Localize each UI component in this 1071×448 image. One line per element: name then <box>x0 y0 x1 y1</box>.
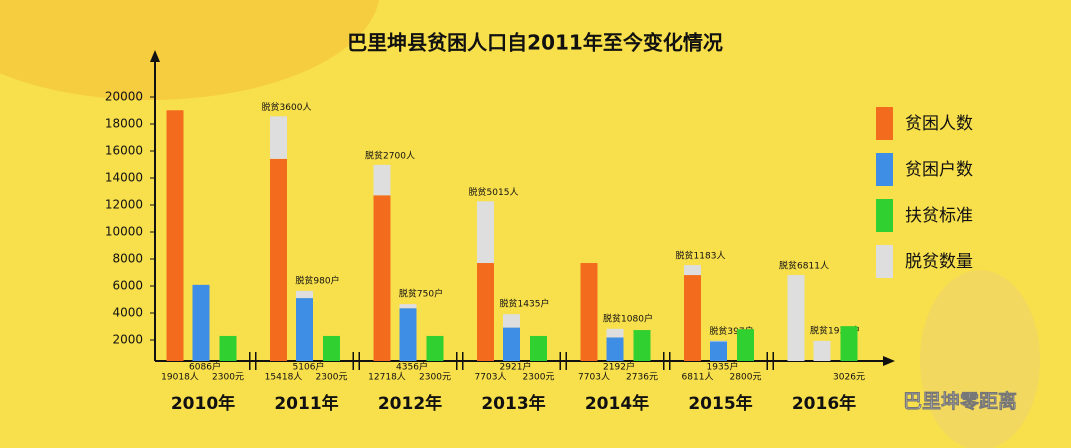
bar <box>684 265 701 276</box>
bar <box>606 328 624 338</box>
bar <box>426 335 444 361</box>
value-label: 2800元 <box>730 373 762 383</box>
bar <box>580 263 598 361</box>
legend-label: 贫困人数 <box>905 114 973 134</box>
value-label: 2192户 <box>603 361 635 373</box>
x-tick-label: 2011年 <box>274 393 338 414</box>
value-label: 6811人 <box>682 372 714 383</box>
bar <box>503 314 520 328</box>
bar <box>684 275 701 361</box>
value-label: 脱贫1183人 <box>676 250 726 262</box>
value-label: 12718人 <box>368 372 406 383</box>
bar <box>166 110 184 361</box>
value-label: 6086户 <box>189 361 221 373</box>
y-tick-label: 14000 <box>105 171 143 185</box>
x-tick-label: 2012年 <box>378 393 442 414</box>
y-tick-label: 16000 <box>105 144 143 158</box>
y-axis-arrow <box>150 50 160 62</box>
bar <box>270 158 287 361</box>
bar <box>296 290 313 299</box>
bar <box>192 284 210 361</box>
y-tick-label: 6000 <box>112 279 143 293</box>
bar <box>840 326 858 361</box>
x-tick-label: 2014年 <box>585 393 649 414</box>
bar <box>373 195 391 361</box>
value-label: 脱贫1435户 <box>500 298 550 310</box>
x-tick-label: 2016年 <box>792 393 856 414</box>
value-label: 脱贫750户 <box>399 288 443 300</box>
bar <box>710 340 727 361</box>
value-label: 2921户 <box>500 361 532 373</box>
watermark: 巴里坤零距离 <box>903 390 1017 413</box>
value-label: 19018人 <box>161 372 199 383</box>
bar <box>323 335 340 361</box>
legend-swatch <box>876 153 893 186</box>
bar <box>503 327 520 361</box>
y-tick-label: 18000 <box>105 117 143 131</box>
value-label: 2300元 <box>419 373 451 383</box>
y-tick-label: 20000 <box>105 90 143 104</box>
y-tick-label: 12000 <box>105 198 143 212</box>
y-tick-label: 10000 <box>105 225 143 239</box>
decoration <box>0 0 379 100</box>
value-label: 脱贫3600人 <box>262 101 312 113</box>
value-label: 4356户 <box>396 361 428 373</box>
bar <box>477 263 494 361</box>
value-label: 3026元 <box>833 373 865 383</box>
legend-swatch <box>876 245 893 278</box>
value-label: 2300元 <box>212 373 244 383</box>
bar <box>477 201 494 264</box>
legend-swatch <box>876 199 893 232</box>
legend-label: 贫困户数 <box>905 160 973 180</box>
bar <box>633 330 651 361</box>
value-label: 脱贫6811人 <box>779 260 829 272</box>
y-tick-label: 4000 <box>112 306 143 320</box>
value-label: 7703人 <box>578 372 610 383</box>
x-tick-label: 2013年 <box>481 393 545 414</box>
value-label: 5106户 <box>293 361 325 373</box>
bar <box>373 164 391 196</box>
value-label: 脱贫5015人 <box>469 186 519 198</box>
bar <box>813 340 831 361</box>
bar <box>399 308 417 361</box>
bar <box>737 329 754 361</box>
bar <box>710 340 727 342</box>
value-label: 15418人 <box>265 372 303 383</box>
bar <box>270 116 287 159</box>
legend-swatch <box>876 107 893 140</box>
value-label: 2300元 <box>316 373 348 383</box>
x-tick-label: 2010年 <box>171 393 235 414</box>
bar <box>606 337 624 361</box>
y-tick-label: 2000 <box>112 333 143 347</box>
x-axis-arrow <box>883 356 895 366</box>
value-label: 1935户 <box>707 361 739 373</box>
legend-label: 扶贫标准 <box>905 206 973 226</box>
legend-label: 脱贫数量 <box>905 252 973 272</box>
value-label: 2736元 <box>626 373 658 383</box>
decoration <box>920 270 1040 448</box>
value-label: 脱贫1080户 <box>603 312 653 324</box>
x-tick-label: 2015年 <box>688 393 752 414</box>
value-label: 2300元 <box>523 373 555 383</box>
chart-title: 巴里坤县贫困人口自2011年至今变化情况 <box>347 31 723 55</box>
bar <box>530 335 547 361</box>
bar <box>296 298 313 361</box>
bar <box>219 335 237 361</box>
y-tick-label: 8000 <box>112 252 143 266</box>
value-label: 脱贫980户 <box>295 274 339 286</box>
value-label: 脱贫2700人 <box>365 149 415 161</box>
bar <box>787 275 805 361</box>
value-label: 7703人 <box>475 372 507 383</box>
bar <box>399 304 417 309</box>
